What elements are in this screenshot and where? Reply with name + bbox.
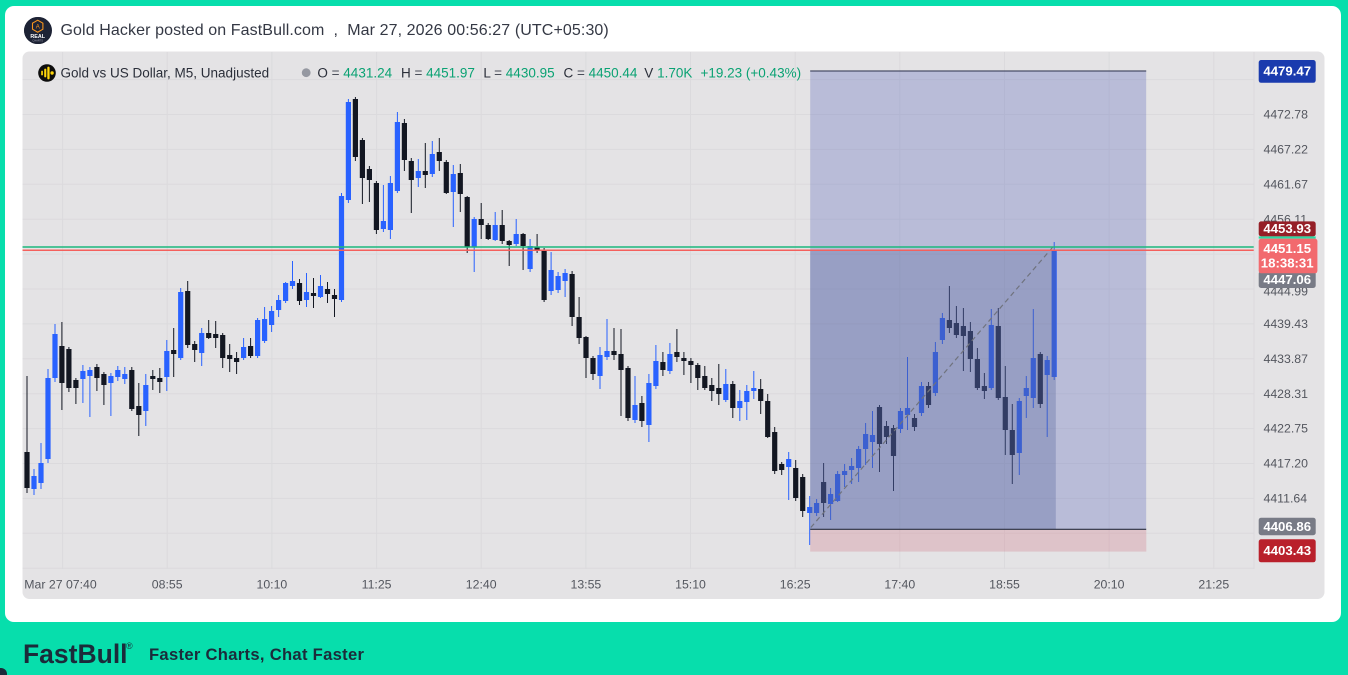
svg-text:4422.75: 4422.75 [1264,422,1309,436]
svg-text:4406.86: 4406.86 [1263,519,1311,534]
svg-text:4472.78: 4472.78 [1264,108,1309,122]
svg-text:4403.43: 4403.43 [1263,543,1311,558]
svg-text:4479.47: 4479.47 [1263,64,1311,79]
svg-text:4453.93: 4453.93 [1263,221,1311,236]
svg-text:4451.15: 4451.15 [1263,241,1311,256]
svg-text:Mar 27 07:40: Mar 27 07:40 [24,578,97,592]
svg-text:4433.87: 4433.87 [1264,352,1309,366]
svg-text:4447.06: 4447.06 [1263,272,1311,287]
svg-text:11:25: 11:25 [362,578,392,592]
svg-text:21:25: 21:25 [1198,578,1229,592]
svg-text:17:40: 17:40 [884,578,915,592]
svg-text:O = 4431.24H = 4451.97L = 4430: O = 4431.24 H = 4451.97 L = 4430.95 C = 445… [317,65,801,80]
svg-text:4461.67: 4461.67 [1264,177,1309,191]
svg-text:08:55: 08:55 [152,578,183,592]
svg-text:15:10: 15:10 [675,578,706,592]
svg-text:10:10: 10:10 [257,578,288,592]
svg-text:4417.20: 4417.20 [1264,457,1309,471]
svg-text:4428.31: 4428.31 [1264,387,1309,401]
svg-text:13:55: 13:55 [571,578,602,592]
svg-text:12:40: 12:40 [466,578,497,592]
svg-text:A: A [36,24,40,30]
svg-text:CHARTS: CHARTS [33,38,44,42]
svg-text:4444.99: 4444.99 [1264,285,1309,299]
svg-text:18:38:31: 18:38:31 [1261,256,1314,271]
svg-text:16:25: 16:25 [780,578,811,592]
svg-text:18:55: 18:55 [989,578,1020,592]
svg-text:4467.22: 4467.22 [1264,143,1309,157]
svg-text:4439.43: 4439.43 [1264,317,1309,331]
svg-text:20:10: 20:10 [1094,578,1125,592]
svg-text:4411.64: 4411.64 [1264,492,1308,506]
svg-text:Gold vs US Dollar, M5, Unadjus: Gold vs US Dollar, M5, Unadjusted [61,65,270,80]
svg-text:REAL: REAL [31,34,46,40]
